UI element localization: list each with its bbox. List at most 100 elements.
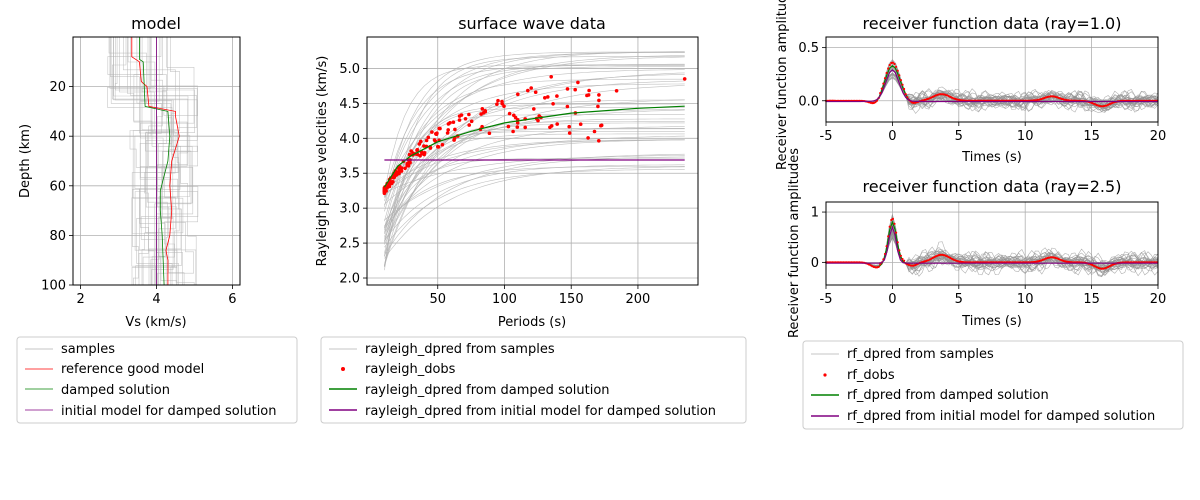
- sample-dispersion-curve: [384, 153, 685, 221]
- rayleigh-dobs-point: [500, 101, 505, 106]
- rayleigh-dobs-point: [481, 111, 486, 115]
- rf-ray25-axes-frame: [825, 201, 1159, 286]
- rayleigh-dobs-point: [596, 104, 600, 109]
- rf-dobs-point: [912, 101, 915, 104]
- y-tick-label: 60: [49, 179, 66, 194]
- sample-dispersion-curve: [384, 51, 685, 257]
- rayleigh-dobs-point: [407, 161, 412, 165]
- rf-dobs-point: [899, 254, 903, 257]
- rf-ray25-title: receiver function data (ray=2.5): [863, 177, 1122, 196]
- sample-dispersion-curve: [384, 164, 685, 241]
- surface-wave-legend: rayleigh_dpred from samples rayleigh_dob…: [320, 336, 747, 424]
- rf-dobs-point: [887, 67, 890, 70]
- rf-dobs-point: [939, 93, 942, 96]
- rayleigh-dobs-point: [382, 190, 387, 194]
- rf-sample-trace: [825, 59, 1159, 113]
- rf-dobs-point: [874, 266, 877, 269]
- rayleigh-dobs-point: [682, 77, 687, 81]
- sample-profile: [113, 37, 198, 285]
- y-tick-label: 3.5: [339, 167, 360, 182]
- rayleigh-dobs-point: [507, 111, 512, 116]
- legend-rayleigh-samples: rayleigh_dpred from samples: [365, 342, 555, 357]
- x-tick-label: 2: [76, 292, 84, 307]
- rf-dobs-point: [888, 63, 891, 67]
- y-tick-label: 3.0: [339, 202, 360, 217]
- rf-dobs-point: [885, 245, 888, 248]
- rayleigh-dobs-point: [537, 114, 541, 118]
- sample-dispersion-curve: [384, 109, 685, 228]
- rf-dobs-point: [879, 263, 882, 266]
- rf-dobs-point: [1048, 95, 1051, 98]
- rf-dobs-point: [901, 257, 904, 261]
- rayleigh-dobs-point: [599, 123, 603, 128]
- model-legend: samples reference good model damped solu…: [16, 336, 298, 424]
- rayleigh-dobs-point: [424, 138, 429, 143]
- legend-rayleigh-damped: rayleigh_dpred from damped solution: [365, 383, 610, 398]
- sample-dispersion-curve: [384, 131, 685, 244]
- rayleigh-dobs-point: [397, 169, 402, 173]
- surface-wave-ylabel: Rayleigh phase velocities (km/s): [315, 56, 330, 267]
- sample-dispersion-curve: [384, 135, 685, 205]
- rayleigh-dobs-point: [592, 129, 597, 134]
- rayleigh-dobs-point: [597, 139, 601, 143]
- rayleigh-dobs-point: [512, 113, 516, 118]
- x-tick-label: 5: [955, 292, 963, 307]
- rayleigh-dobs-point: [549, 75, 553, 79]
- rf-dobs-point: [941, 93, 944, 96]
- rf-dobs-point: [895, 65, 898, 68]
- rf-ray25-ylabel: Receiver function amplitudes: [787, 148, 802, 338]
- rayleigh-dobs-point: [407, 152, 412, 157]
- rayleigh-dobs-point: [457, 118, 462, 122]
- rayleigh-dobs-point: [529, 86, 533, 90]
- rf-dobs-point: [933, 256, 936, 259]
- rayleigh-dobs-point: [463, 117, 468, 121]
- legend-damped: damped solution: [61, 383, 170, 398]
- legend-initial: initial model for damped solution: [61, 404, 277, 419]
- rayleigh-dobs-point: [551, 102, 555, 106]
- sample-dispersion-curve: [384, 157, 685, 241]
- model-xlabel: Vs (km/s): [125, 315, 186, 330]
- x-tick-label: 4: [152, 292, 160, 307]
- surface-wave-legend-frame: [320, 336, 747, 424]
- y-tick-label: 0.5: [798, 41, 819, 56]
- rf-dobs-point: [883, 77, 887, 80]
- rf-dobs-point: [1051, 256, 1054, 259]
- rf-dobs-point: [893, 222, 896, 225]
- rayleigh-dobs-point: [469, 119, 474, 124]
- rf-dobs-point: [1067, 260, 1070, 263]
- sample-profile: [148, 37, 176, 285]
- sample-dispersion-curve: [384, 99, 685, 243]
- y-tick-label: 80: [49, 229, 66, 244]
- rf-dobs-point: [895, 231, 898, 234]
- rf-dobs-point: [890, 218, 893, 222]
- y-tick-label: 0.0: [798, 94, 819, 109]
- sample-dispersion-curve: [384, 139, 685, 229]
- sample-profile: [110, 37, 199, 285]
- rf-legend: rf_dpred from samples rf_dobs rf_dpred f…: [802, 340, 1184, 430]
- rayleigh-dobs-point: [433, 139, 438, 143]
- rayleigh-dobs-point: [555, 94, 559, 98]
- rayleigh-dobs-point: [536, 118, 540, 123]
- rf-dobs-point: [938, 93, 941, 96]
- sample-dispersion-curve: [384, 109, 685, 198]
- y-tick-label: 40: [49, 130, 66, 145]
- rf-ray1-title: receiver function data (ray=1.0): [863, 14, 1122, 33]
- rayleigh-dobs-point: [451, 120, 456, 124]
- rf-dobs-point: [903, 259, 906, 262]
- rayleigh-dobs-point: [403, 166, 407, 171]
- sample-dispersion-curve: [384, 51, 685, 207]
- rayleigh-dobs-point: [576, 80, 580, 85]
- rf-dobs-point: [939, 253, 942, 256]
- rf-dobs-point: [909, 264, 912, 267]
- rayleigh-dobs-point: [546, 95, 550, 99]
- rayleigh-dobs-point: [435, 131, 439, 135]
- x-tick-label: -5: [820, 129, 833, 144]
- rayleigh-dobs-point: [480, 107, 485, 111]
- rayleigh-dobs-point: [391, 180, 395, 184]
- x-tick-label: 20: [1150, 129, 1167, 144]
- rayleigh-dobs-point: [587, 88, 591, 93]
- rayleigh-dobs-point: [487, 131, 492, 135]
- rayleigh-dobs-point: [597, 93, 601, 97]
- rayleigh-dobs-point: [533, 90, 538, 94]
